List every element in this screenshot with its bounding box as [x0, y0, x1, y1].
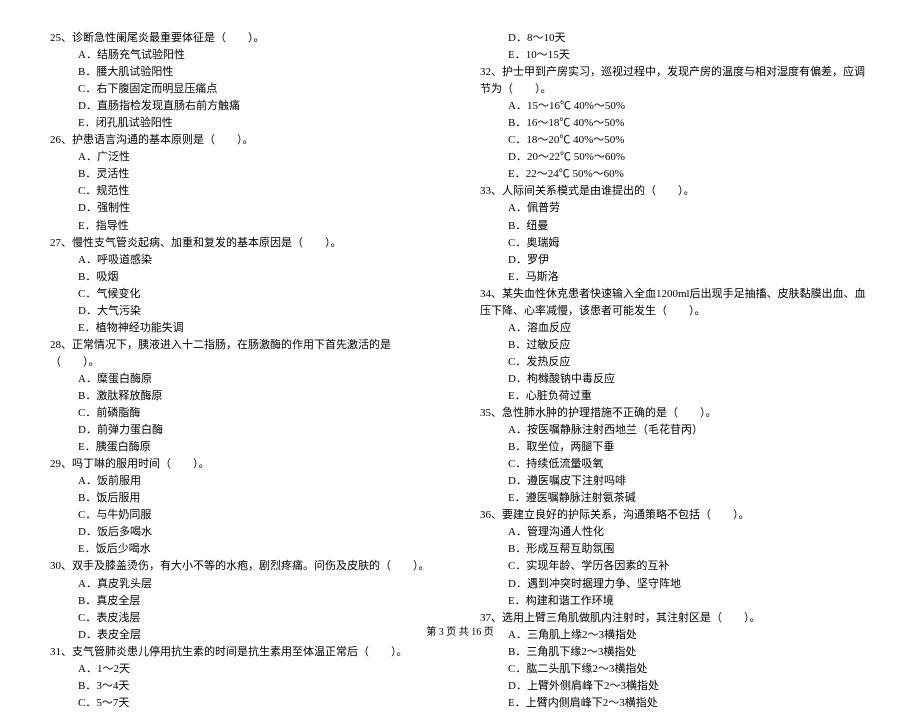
q33-opt: A．佩普劳 — [480, 200, 870, 217]
q29-stem: 29、吗丁啉的服用时间（ ）。 — [50, 456, 440, 473]
q32-stem: 32、护士甲到产房实习，巡视过程中，发现产房的温度与相对湿度有偏差，应调节为（ … — [480, 64, 870, 98]
q31-opt: B．3～4天 — [50, 678, 440, 695]
q33-opt: E．马斯洛 — [480, 269, 870, 286]
q27-opt: B．吸烟 — [50, 269, 440, 286]
q36-opt: A．管理沟通人性化 — [480, 524, 870, 541]
q27-opt: D．大气污染 — [50, 303, 440, 320]
q33-opt: B．纽曼 — [480, 218, 870, 235]
q29-opt: B．饭后服用 — [50, 490, 440, 507]
q29-opt: D．饭后多喝水 — [50, 524, 440, 541]
q31-stem: 31、支气管肺炎患儿停用抗生素的时间是抗生素用至体温正常后（ ）。 — [50, 644, 440, 661]
q36-opt: B．形成互帮互助氛围 — [480, 541, 870, 558]
q32-opt: D．20～22℃ 50%～60% — [480, 149, 870, 166]
q32-opt: B．16～18℃ 40%～50% — [480, 115, 870, 132]
q34-opt: D．枸橼酸钠中毒反应 — [480, 371, 870, 388]
q28-stem: 28、正常情况下，胰液进入十二指肠，在肠激酶的作用下首先激活的是（ ）。 — [50, 337, 440, 371]
page-footer: 第 3 页 共 16 页 — [0, 623, 920, 638]
q34-opt: B．过敏反应 — [480, 337, 870, 354]
q32-opt: C．18～20℃ 40%～50% — [480, 132, 870, 149]
q37-opt: D．上臂外侧肩峰下2～3横指处 — [480, 678, 870, 695]
q26-opt: E．指导性 — [50, 218, 440, 235]
q35-stem: 35、急性肺水肿的护理措施不正确的是（ ）。 — [480, 405, 870, 422]
q33-opt: D．罗伊 — [480, 252, 870, 269]
q28-opt: C．前磷脂酶 — [50, 405, 440, 422]
q35-opt: E．遵医嘱静脉注射氨茶碱 — [480, 490, 870, 507]
q36-opt: C．实现年龄、学历各因素的互补 — [480, 558, 870, 575]
q25-opt: D．直肠指检发现直肠右前方触痛 — [50, 98, 440, 115]
q29-opt: C．与牛奶同服 — [50, 507, 440, 524]
q25-stem: 25、诊断急性阑尾炎最重要体征是（ ）。 — [50, 30, 440, 47]
q33-stem: 33、人际间关系模式是由谁提出的（ ）。 — [480, 183, 870, 200]
q35-opt: A．按医嘱静脉注射西地兰（毛花苷丙） — [480, 422, 870, 439]
q36-opt: D．遇到冲突时据理力争、坚守阵地 — [480, 576, 870, 593]
q34-opt: E．心脏负荷过重 — [480, 388, 870, 405]
q26-opt: A．广泛性 — [50, 149, 440, 166]
q34-stem: 34、某失血性休克患者快速输入全血1200ml后出现手足抽搐、皮肤黏膜出血、血压… — [480, 286, 870, 320]
q27-opt: C．气候变化 — [50, 286, 440, 303]
q27-stem: 27、慢性支气管炎起病、加重和复发的基本原因是（ ）。 — [50, 235, 440, 252]
q28-opt: A．糜蛋白酶原 — [50, 371, 440, 388]
q25-opt: C．右下腹固定而明显压痛点 — [50, 81, 440, 98]
left-column: 25、诊断急性阑尾炎最重要体征是（ ）。 A．结肠充气试验阳性 B．腰大肌试验阳… — [50, 30, 440, 712]
q37-opt: B．三角肌下缘2～3横指处 — [480, 644, 870, 661]
q27-opt: A．呼吸道感染 — [50, 252, 440, 269]
q28-opt: E．胰蛋白酶原 — [50, 439, 440, 456]
q26-opt: C．规范性 — [50, 183, 440, 200]
q36-stem: 36、要建立良好的护际关系，沟通策略不包括（ ）。 — [480, 507, 870, 524]
q36-opt: E．构建和谐工作环境 — [480, 593, 870, 610]
q34-opt: A．溶血反应 — [480, 320, 870, 337]
q35-opt: B．取坐位，两腿下垂 — [480, 439, 870, 456]
q30-stem: 30、双手及膝盖烫伤，有大小不等的水疱，剧烈疼痛。问伤及皮肤的（ ）。 — [50, 558, 440, 575]
q26-opt: D．强制性 — [50, 200, 440, 217]
q25-opt: A．结肠充气试验阳性 — [50, 47, 440, 64]
q25-opt: E．闭孔肌试验阳性 — [50, 115, 440, 132]
q37-opt: C．肱二头肌下缘2～3横指处 — [480, 661, 870, 678]
q34-opt: C．发热反应 — [480, 354, 870, 371]
q32-opt: A．15～16℃ 40%～50% — [480, 98, 870, 115]
q29-opt: E．饭后少喝水 — [50, 541, 440, 558]
q35-opt: D．遵医嘱皮下注射吗啡 — [480, 473, 870, 490]
q27-opt: E．植物神经功能失调 — [50, 320, 440, 337]
q33-opt: C．奥瑞姆 — [480, 235, 870, 252]
q31-opt: A．1～2天 — [50, 661, 440, 678]
q30-opt: B．真皮全层 — [50, 593, 440, 610]
q31-opt: C．5～7天 — [50, 695, 440, 712]
q28-opt: D．前弹力蛋白酶 — [50, 422, 440, 439]
q31-opt: D．8～10天 — [480, 30, 870, 47]
q30-opt: A．真皮乳头层 — [50, 576, 440, 593]
right-column: D．8～10天 E．10～15天 32、护士甲到产房实习，巡视过程中，发现产房的… — [480, 30, 870, 712]
q37-opt: E．上臂内侧肩峰下2～3横指处 — [480, 695, 870, 712]
q26-stem: 26、护患语言沟通的基本原则是（ ）。 — [50, 132, 440, 149]
q29-opt: A．饭前服用 — [50, 473, 440, 490]
q28-opt: B．激肽释放酶原 — [50, 388, 440, 405]
q25-opt: B．腰大肌试验阳性 — [50, 64, 440, 81]
q32-opt: E．22～24℃ 50%～60% — [480, 166, 870, 183]
q35-opt: C．持续低流量吸氧 — [480, 456, 870, 473]
q31-opt: E．10～15天 — [480, 47, 870, 64]
q26-opt: B．灵活性 — [50, 166, 440, 183]
